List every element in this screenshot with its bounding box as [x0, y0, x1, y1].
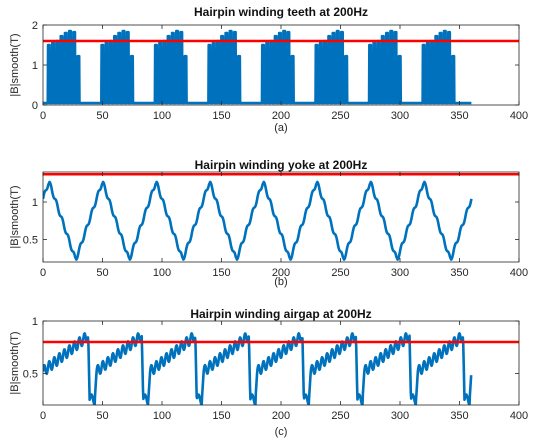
chart-title: Hairpin winding yoke at 200Hz [195, 158, 368, 172]
y-tick-label: 1 [32, 316, 38, 328]
x-tick-label: 0 [40, 110, 46, 122]
panel-caption: (c) [275, 426, 288, 438]
x-tick-label: 100 [153, 267, 171, 279]
x-tick-label: 300 [391, 267, 409, 279]
panel-caption: (b) [274, 276, 287, 288]
x-tick-label: 50 [96, 410, 108, 422]
series-line [43, 332, 473, 405]
chart-title: Hairpin winding teeth at 200Hz [194, 5, 368, 19]
x-tick-label: 100 [153, 410, 171, 422]
x-tick-label: 350 [450, 410, 468, 422]
x-tick-label: 200 [272, 267, 290, 279]
y-axis-label: |B|smooth(T) [9, 331, 21, 394]
x-tick-label: 200 [272, 410, 290, 422]
x-tick-label: 250 [331, 410, 349, 422]
x-tick-label: 300 [391, 410, 409, 422]
panel-2: Hairpin winding yoke at 200Hz 0 50 100 150 20… [9, 158, 528, 288]
y-axis-label: |B|smooth(T) [9, 33, 21, 96]
y-tick-label: 0.5 [23, 235, 38, 247]
x-tick-label: 350 [450, 110, 468, 122]
x-tick-label: 200 [272, 110, 290, 122]
x-tick-label: 400 [510, 110, 528, 122]
y-tick-label: 1 [32, 197, 38, 209]
plot-frame [42, 320, 520, 406]
x-tick-label: 50 [96, 110, 108, 122]
x-tick-label: 100 [153, 110, 171, 122]
x-tick-label: 250 [331, 110, 349, 122]
chart-title: Hairpin winding airgap at 200Hz [190, 307, 371, 321]
x-tick-label: 350 [450, 267, 468, 279]
panel-3: Hairpin winding airgap at 200Hz 0 50 100 150… [9, 307, 528, 438]
x-tick-label: 400 [510, 410, 528, 422]
x-tick-label: 150 [212, 110, 230, 122]
series-line [43, 180, 473, 261]
x-tick-label: 50 [96, 267, 108, 279]
panel-1: Hairpin winding teeth at 200Hz 0 50 100 150 2… [9, 5, 528, 134]
y-axis-label: |B|smooth(T) [9, 185, 21, 248]
x-tick-label: 150 [212, 410, 230, 422]
y-tick-label: 0.5 [23, 369, 38, 381]
x-tick-label: 150 [212, 267, 230, 279]
x-tick-label: 300 [391, 110, 409, 122]
x-tick-label: 250 [331, 267, 349, 279]
x-tick-label: 0 [40, 267, 46, 279]
panel-caption: (a) [274, 122, 287, 134]
x-tick-label: 0 [40, 410, 46, 422]
y-tick-label: 2 [32, 20, 38, 32]
x-tick-label: 400 [510, 267, 528, 279]
y-tick-label: 1 [32, 60, 38, 72]
y-tick-label: 0 [32, 100, 38, 112]
